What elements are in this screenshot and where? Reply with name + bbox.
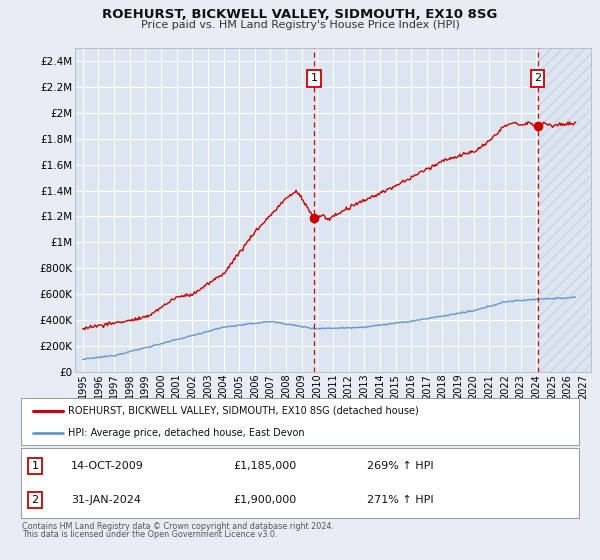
Text: HPI: Average price, detached house, East Devon: HPI: Average price, detached house, East… [68, 428, 305, 438]
Text: Contains HM Land Registry data © Crown copyright and database right 2024.: Contains HM Land Registry data © Crown c… [22, 522, 334, 531]
Text: 31-JAN-2024: 31-JAN-2024 [71, 495, 141, 505]
Text: Price paid vs. HM Land Registry's House Price Index (HPI): Price paid vs. HM Land Registry's House … [140, 20, 460, 30]
Bar [538, 48, 591, 372]
Text: 271% ↑ HPI: 271% ↑ HPI [367, 495, 434, 505]
Text: This data is licensed under the Open Government Licence v3.0.: This data is licensed under the Open Gov… [22, 530, 278, 539]
Text: ROEHURST, BICKWELL VALLEY, SIDMOUTH, EX10 8SG (detached house): ROEHURST, BICKWELL VALLEY, SIDMOUTH, EX1… [68, 406, 419, 416]
Text: ROEHURST, BICKWELL VALLEY, SIDMOUTH, EX10 8SG: ROEHURST, BICKWELL VALLEY, SIDMOUTH, EX1… [103, 8, 497, 21]
Text: 269% ↑ HPI: 269% ↑ HPI [367, 461, 434, 471]
Text: 14-OCT-2009: 14-OCT-2009 [71, 461, 144, 471]
Text: 2: 2 [31, 495, 38, 505]
Text: 1: 1 [311, 73, 317, 83]
Text: 1: 1 [31, 461, 38, 471]
Text: 2: 2 [534, 73, 541, 83]
Text: £1,185,000: £1,185,000 [233, 461, 296, 471]
Text: £1,900,000: £1,900,000 [233, 495, 296, 505]
